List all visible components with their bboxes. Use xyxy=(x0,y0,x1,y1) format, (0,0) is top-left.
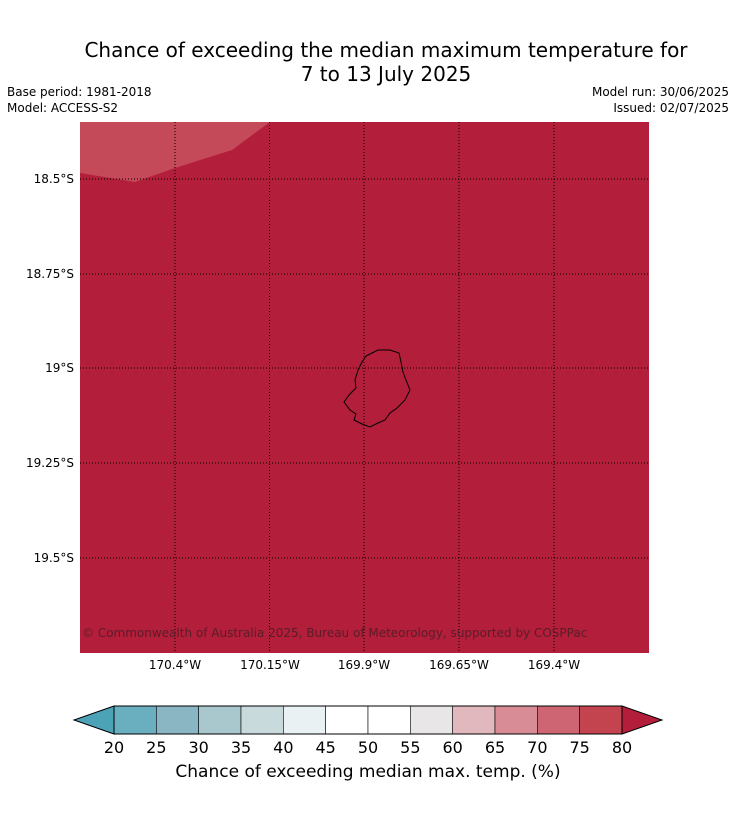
colorbar-tick-label: 20 xyxy=(103,738,125,757)
colorbar-tick-label: 75 xyxy=(569,738,590,757)
colorbar-segment xyxy=(494,705,538,735)
colorbar-segment xyxy=(198,705,242,735)
lon-label-1: 170.4°W xyxy=(148,658,202,672)
colorbar-segment xyxy=(367,705,411,735)
colorbar-segments xyxy=(113,705,623,735)
base-period: Base period: 1981-2018 xyxy=(7,85,152,99)
colorbar-low-extend xyxy=(72,705,115,735)
colorbar-tick-label: 35 xyxy=(230,738,252,757)
copyright-notice: © Commonwealth of Australia 2025, Bureau… xyxy=(82,626,588,640)
gridlines xyxy=(80,122,649,653)
lat-label-4: 19.25°S xyxy=(26,456,74,470)
colorbar-tick-label: 45 xyxy=(315,738,336,757)
colorbar-label: Chance of exceeding median max. temp. (%… xyxy=(175,762,561,782)
colorbar-segment xyxy=(579,705,623,735)
lat-label-5: 19.5°S xyxy=(33,551,74,565)
colorbar-segment xyxy=(452,705,496,735)
colorbar-tick-label: 70 xyxy=(527,738,548,757)
meta-left: Base period: 1981-2018 Model: ACCESS-S2 xyxy=(7,84,152,116)
model-run: Model run: 30/06/2025 xyxy=(591,85,729,99)
lat-label-3: 19°S xyxy=(45,361,74,375)
lat-label-2: 18.75°S xyxy=(26,267,74,281)
colorbar-segment xyxy=(240,705,284,735)
colorbar-segment xyxy=(113,705,157,735)
colorbar-segment xyxy=(410,705,453,735)
niue-island-outline xyxy=(343,349,411,428)
colorbar-tick-label: 65 xyxy=(484,738,506,757)
lat-label-1: 18.5°S xyxy=(33,172,74,186)
colorbar-tick-label: 40 xyxy=(273,738,294,757)
colorbar-tick-label: 50 xyxy=(357,738,379,757)
colorbar-high-extend xyxy=(621,705,664,735)
colorbar-outline xyxy=(113,705,623,735)
colorbar-segment xyxy=(325,705,369,735)
colorbar-tick-label: 25 xyxy=(146,738,167,757)
colorbar xyxy=(72,705,664,735)
meta-right: Model run: 30/06/2025 Issued: 02/07/2025 xyxy=(592,84,729,116)
model-name: Model: ACCESS-S2 xyxy=(7,101,119,115)
colorbar-segment xyxy=(156,705,199,735)
colorbar-tick-label: 60 xyxy=(442,738,463,757)
colorbar-tick-label: 80 xyxy=(611,738,633,757)
colorbar-tick-label: 30 xyxy=(188,738,209,757)
colorbar-segment xyxy=(537,705,580,735)
colorbar-segment xyxy=(283,705,326,735)
lon-label-4: 169.65°W xyxy=(429,658,489,672)
map-background xyxy=(80,122,649,653)
colorbar-tick-label: 55 xyxy=(400,738,421,757)
lon-label-3: 169.9°W xyxy=(337,658,391,672)
lon-label-2: 170.15°W xyxy=(240,658,300,672)
map-title: Chance of exceeding the median maximum t… xyxy=(84,38,688,86)
lon-label-5: 169.4°W xyxy=(527,658,581,672)
issued-date: Issued: 02/07/2025 xyxy=(613,101,729,115)
